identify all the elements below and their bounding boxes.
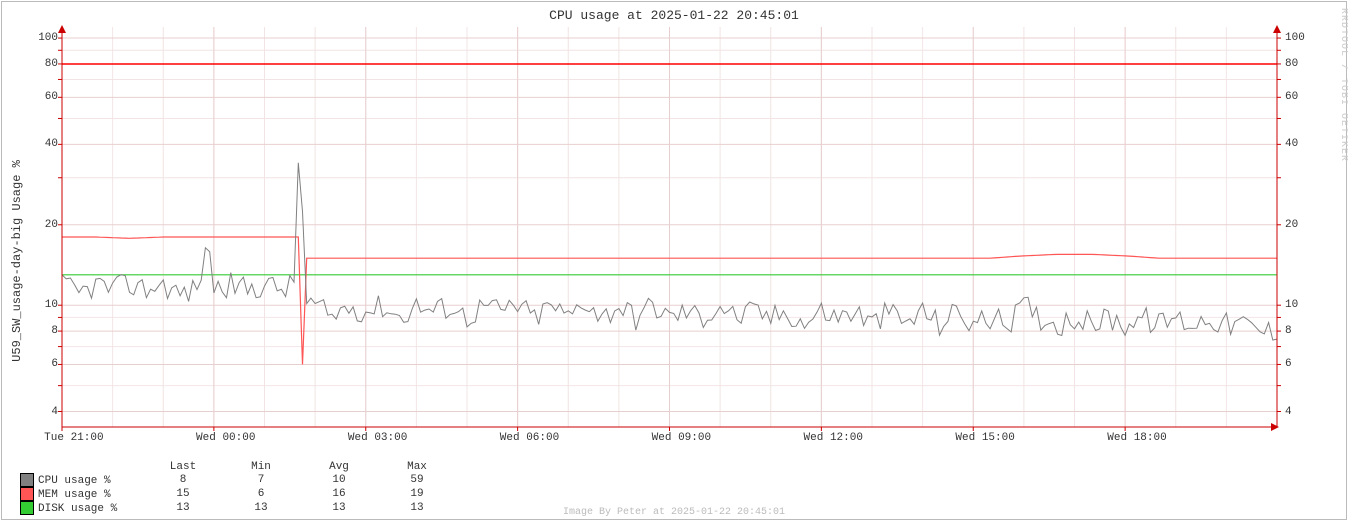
ytick-right: 80 (1285, 58, 1315, 70)
ytick-left: 100 (28, 32, 58, 44)
ytick-right: 40 (1285, 138, 1315, 150)
xtick-label: Wed 15:00 (955, 432, 1014, 444)
legend-label: MEM usage % (38, 489, 111, 501)
legend-value: 10 (304, 473, 382, 487)
footer-text: Image By Peter at 2025-01-22 20:45:01 (2, 507, 1346, 518)
plot-area (62, 27, 1277, 427)
legend-value: 15 (148, 487, 226, 501)
ytick-left: 4 (28, 406, 58, 418)
xtick-label: Wed 00:00 (196, 432, 255, 444)
xtick-label: Tue 21:00 (44, 432, 103, 444)
ytick-right: 4 (1285, 406, 1315, 418)
xtick-label: Wed 06:00 (500, 432, 559, 444)
ytick-right: 10 (1285, 299, 1315, 311)
chart-title: CPU usage at 2025-01-22 20:45:01 (2, 8, 1346, 23)
ytick-right: 8 (1285, 325, 1315, 337)
ytick-left: 20 (28, 219, 58, 231)
ytick-right: 20 (1285, 219, 1315, 231)
xtick-label: Wed 03:00 (348, 432, 407, 444)
ytick-left: 10 (28, 299, 58, 311)
ytick-left: 80 (28, 58, 58, 70)
legend-value: 16 (304, 487, 382, 501)
chart-frame: RRDTOOL / TOBI OETIKER CPU usage at 2025… (1, 1, 1347, 520)
legend-swatch (20, 487, 34, 501)
legend-row: CPU usage % 871059 (20, 473, 460, 487)
watermark-text: RRDTOOL / TOBI OETIKER (1338, 8, 1348, 162)
ytick-left: 6 (28, 358, 58, 370)
xtick-label: Wed 18:00 (1107, 432, 1166, 444)
y-axis-label: U59_SW_usage-day-big Usage % (10, 160, 24, 362)
legend-value: 59 (382, 473, 460, 487)
legend-value: 7 (226, 473, 304, 487)
ytick-right: 60 (1285, 91, 1315, 103)
ytick-right: 100 (1285, 32, 1315, 44)
legend-swatch (20, 473, 34, 487)
ytick-left: 40 (28, 138, 58, 150)
xtick-label: Wed 12:00 (804, 432, 863, 444)
ytick-right: 6 (1285, 358, 1315, 370)
legend-value: 6 (226, 487, 304, 501)
ytick-left: 60 (28, 91, 58, 103)
legend-label: CPU usage % (38, 475, 111, 487)
ytick-left: 8 (28, 325, 58, 337)
legend-row: MEM usage % 1561619 (20, 487, 460, 501)
legend-value: 19 (382, 487, 460, 501)
legend-value: 8 (148, 473, 226, 487)
xtick-label: Wed 09:00 (652, 432, 711, 444)
